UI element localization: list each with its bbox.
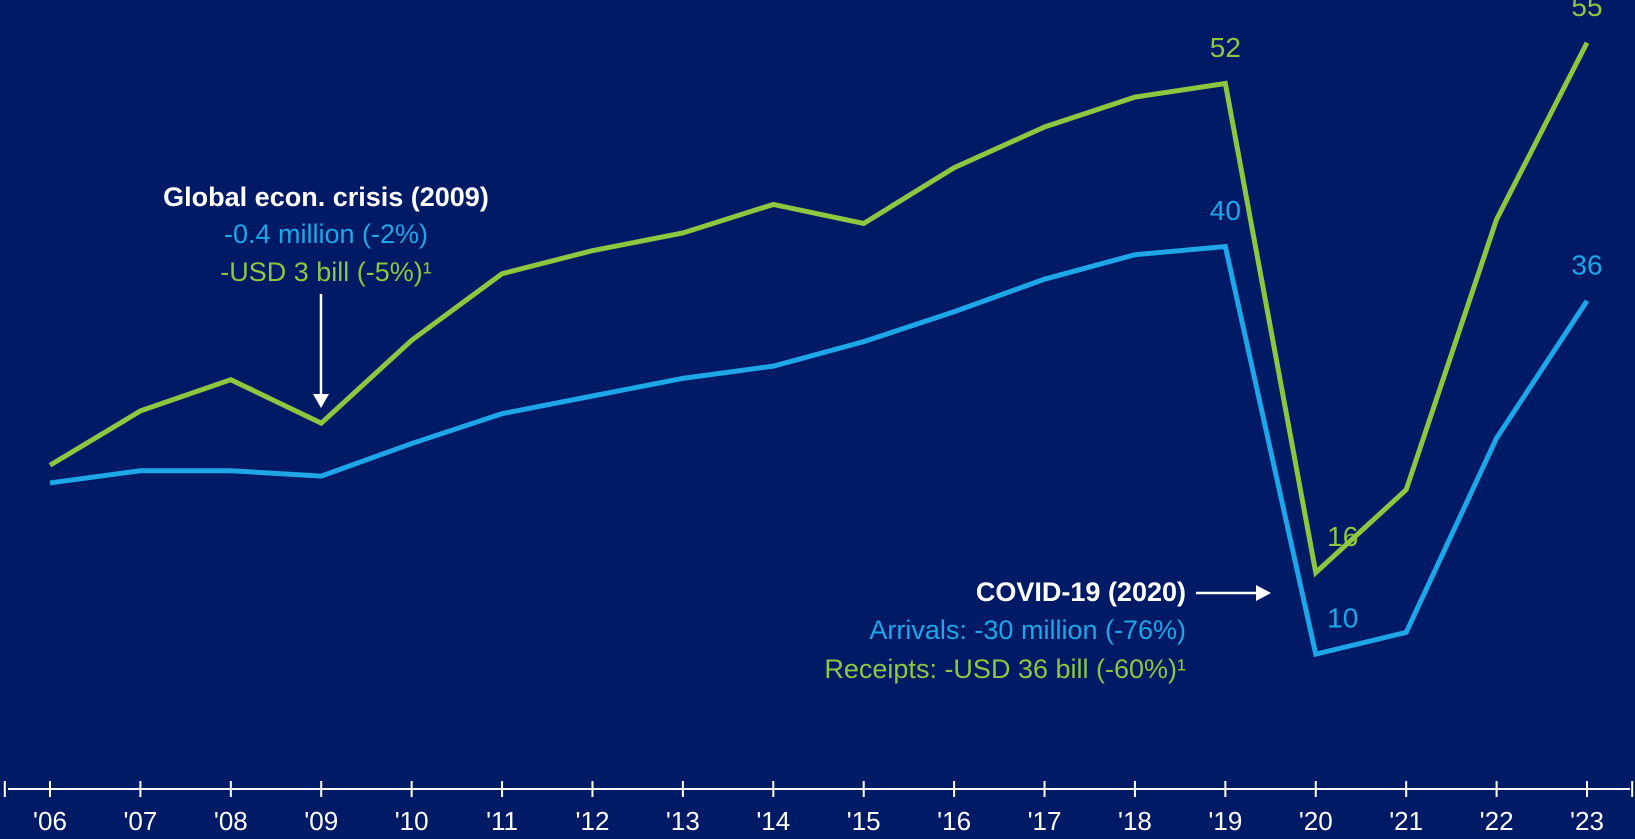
x-tick-label: '07	[123, 806, 157, 836]
arrow-head	[313, 394, 329, 408]
annotation-title: Global econ. crisis (2009)	[163, 182, 489, 212]
x-tick-label: '20	[1299, 806, 1333, 836]
x-tick-label: '16	[937, 806, 971, 836]
x-tick-label: '21	[1389, 806, 1423, 836]
x-tick-label: '06	[33, 806, 67, 836]
x-tick-label: '11	[486, 806, 518, 836]
annotation-crisis: Global econ. crisis (2009) -0.4 million …	[163, 182, 489, 408]
annotation-line: -USD 3 bill (-5%)¹	[220, 257, 432, 287]
x-tick-label: '19	[1208, 806, 1242, 836]
x-tick-label: '18	[1118, 806, 1152, 836]
x-tick-label: '09	[304, 806, 338, 836]
x-tick-label: '17	[1028, 806, 1062, 836]
data-label: 40	[1210, 195, 1241, 226]
x-tick-label: '08	[214, 806, 248, 836]
x-tick-label: '12	[576, 806, 610, 836]
x-tick-label: '23	[1570, 806, 1604, 836]
data-label: 36	[1571, 249, 1602, 280]
x-tick-label: '22	[1480, 806, 1514, 836]
data-label: 10	[1327, 603, 1358, 634]
arrow-head	[1256, 585, 1271, 601]
annotation-line: -0.4 million (-2%)	[224, 219, 428, 249]
series-line	[48, 41, 1590, 578]
data-label: 55	[1571, 0, 1602, 22]
x-tick-label: '15	[847, 806, 881, 836]
series-line	[49, 243, 1590, 658]
x-tick-label: '13	[666, 806, 700, 836]
data-label: 16	[1327, 521, 1358, 552]
annotation-covid: COVID-19 (2020) Arrivals: -30 million (-…	[824, 577, 1271, 684]
annotation-title: COVID-19 (2020)	[976, 577, 1186, 607]
annotation-line: Arrivals: -30 million (-76%)	[869, 615, 1186, 645]
data-label: 52	[1210, 32, 1241, 63]
x-tick-label: '14	[756, 806, 790, 836]
annotation-line: Receipts: -USD 36 bill (-60%)¹	[824, 654, 1186, 684]
x-tick-label: '10	[395, 806, 429, 836]
